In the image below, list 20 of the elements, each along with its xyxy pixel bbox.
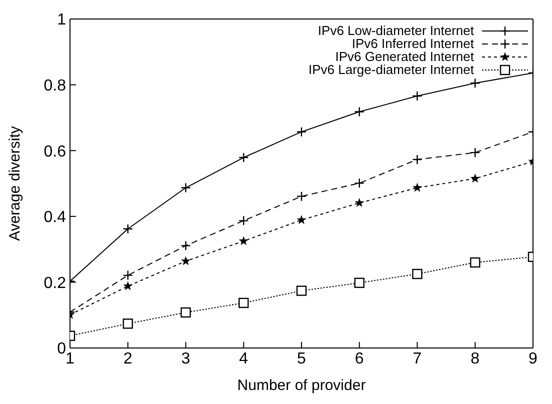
y-tick-label: 0.2 [44,274,66,292]
legend-label: IPv6 Inferred Internet [352,36,474,51]
legend-label: IPv6 Low-diameter Internet [318,23,474,38]
x-tick-label: 7 [412,350,422,368]
x-tick-label: 4 [239,350,248,368]
y-axis-title: Average diversity [6,126,24,241]
x-tick-label: 6 [354,350,364,368]
legend-label: IPv6 Large-diameter Internet [308,62,474,77]
x-tick-label: 5 [297,350,306,368]
x-axis-title: Number of provider [237,377,366,394]
x-tick-label: 3 [181,350,190,368]
legend-label: IPv6 Generated Internet [335,49,474,64]
y-tick-label: 0.6 [44,143,66,160]
y-tick-label: 0.8 [44,77,66,94]
x-tick-label: 9 [528,350,538,368]
x-tick-label: 2 [123,350,132,368]
y-tick-label: 0.4 [44,209,66,226]
x-tick-label: 8 [470,350,480,368]
y-tick-label: 0 [57,340,66,358]
y-tick-label: 1 [57,12,66,29]
